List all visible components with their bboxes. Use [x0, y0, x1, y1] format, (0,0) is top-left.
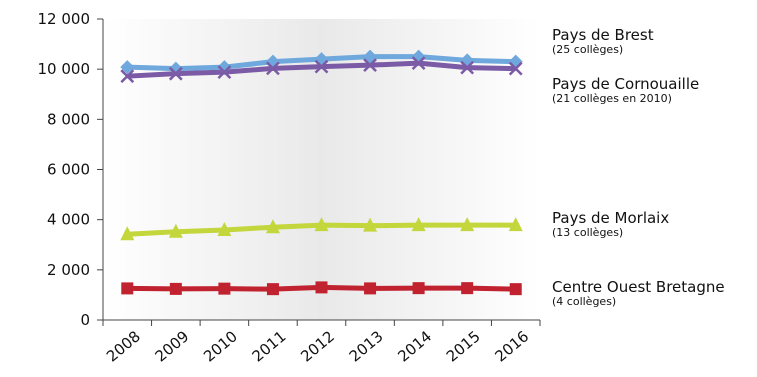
y-tick-label: 0 [80, 311, 90, 329]
data-point [266, 283, 279, 296]
legend-label: Centre Ouest Bretagne [552, 278, 725, 296]
legend-entry-cornouaille: Pays de Cornouaille (21 collèges en 2010… [552, 76, 699, 105]
data-point [168, 66, 183, 81]
data-point [314, 217, 329, 232]
y-tick-label: 10 000 [38, 60, 91, 78]
data-point [120, 60, 135, 75]
x-tick-label: 2016 [491, 327, 532, 365]
x-tick-label: 2015 [443, 327, 484, 365]
y-tick-label: 12 000 [38, 10, 91, 28]
data-point [315, 281, 328, 294]
x-tick-label: 2012 [297, 327, 338, 365]
data-point [217, 65, 232, 80]
legend-note: (25 collèges) [552, 42, 624, 56]
data-point [265, 54, 280, 69]
data-point [217, 60, 232, 75]
data-point [508, 61, 523, 76]
legend-note: (13 collèges) [552, 225, 624, 239]
data-point [363, 58, 377, 73]
data-point [218, 282, 231, 295]
data-point [460, 60, 475, 75]
data-point [120, 69, 135, 84]
data-point [363, 217, 378, 232]
data-point [411, 56, 426, 71]
x-tick-label: 2013 [346, 327, 387, 365]
x-tick-label: 2014 [394, 327, 435, 365]
legend-label: Pays de Morlaix [552, 209, 670, 227]
x-tick-label: 2011 [249, 327, 290, 365]
y-tick-label: 4 000 [47, 211, 90, 229]
legend-entry-morlaix: Pays de Morlaix (13 collèges) [552, 210, 669, 239]
x-tick-label: 2009 [152, 327, 193, 365]
data-point [217, 221, 232, 236]
x-tick-label: 2010 [200, 327, 241, 365]
data-point [266, 61, 280, 76]
legend-note: (4 collèges) [552, 294, 617, 308]
y-tick-label: 8 000 [47, 110, 90, 128]
data-point [265, 219, 280, 234]
x-tick-label: 2008 [103, 327, 144, 365]
data-point [461, 282, 474, 295]
legend-entry-centre-ouest: Centre Ouest Bretagne (4 collèges) [552, 279, 725, 308]
data-point [364, 282, 377, 295]
data-point [168, 223, 183, 238]
data-point [411, 217, 426, 232]
data-point [460, 217, 475, 232]
legend-label: Pays de Brest [552, 26, 654, 44]
data-point [168, 61, 183, 76]
data-point [509, 283, 522, 296]
data-point [412, 282, 425, 295]
data-point [169, 282, 182, 295]
data-point [508, 217, 523, 232]
legend-entry-brest: Pays de Brest (25 collèges) [552, 27, 654, 56]
legend-note: (21 collèges en 2010) [552, 91, 672, 105]
data-point [314, 59, 329, 74]
data-point [508, 54, 523, 69]
data-point [120, 226, 135, 241]
y-tick-label: 6 000 [47, 161, 90, 179]
legend-label: Pays de Cornouaille [552, 75, 700, 93]
y-tick-label: 2 000 [47, 261, 90, 279]
data-point [121, 282, 134, 295]
